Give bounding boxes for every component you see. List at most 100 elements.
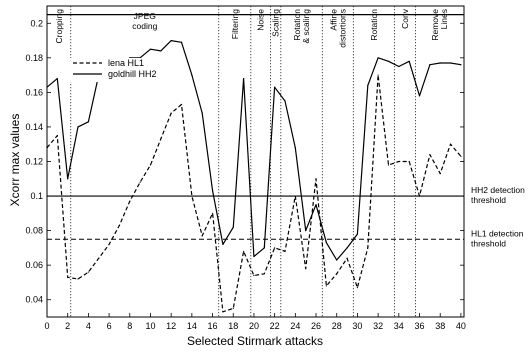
data-point [429,64,431,66]
data-point [67,178,69,180]
data-point [305,268,307,270]
series-line [46,74,462,313]
data-point [67,276,69,278]
region-label: Noise [256,9,266,31]
data-point [191,195,193,197]
data-point [356,233,359,235]
data-point [439,172,441,175]
region-label: & scaling [301,9,311,44]
x-tick-label: 8 [127,321,132,331]
region-label: Conv [400,8,410,29]
y-tick-label: 0.16 [25,87,43,97]
data-point [253,255,255,258]
data-point [356,287,359,289]
data-point [294,147,296,149]
x-tick-label: 34 [394,321,404,331]
data-point [408,60,410,62]
data-point [346,257,348,259]
x-tick-label: 20 [249,321,259,331]
data-point [367,84,369,87]
x-tick-label: 6 [107,321,112,331]
data-point [387,60,390,62]
data-point [201,112,203,114]
data-point [315,178,317,180]
region-label: Rotation [292,9,302,41]
data-point [336,273,338,275]
data-point [377,74,379,76]
data-point [201,235,203,237]
data-point [222,311,224,313]
data-point [129,200,131,202]
data-point [336,259,338,261]
region-label: Filtering [230,9,240,40]
data-point [294,195,296,197]
x-tick-label: 22 [270,321,280,331]
data-point [253,274,255,277]
data-point [160,50,162,52]
data-point [191,74,193,76]
region-label: coding [132,21,157,31]
data-point [398,160,400,163]
data-point [77,278,79,280]
data-point [139,181,141,183]
data-point [160,138,162,140]
data-point [460,64,462,66]
data-point [429,153,431,156]
x-tick-label: 0 [44,321,49,331]
data-point [263,273,265,275]
x-tick-label: 40 [456,321,466,331]
y-axis-title: Xcorr max values [8,114,22,207]
data-point [315,204,317,206]
y-tick-label: 0.04 [25,295,43,305]
x-tick-label: 32 [373,321,383,331]
y-tick-label: 0.14 [25,122,43,132]
data-point [387,164,390,166]
data-point [56,77,58,80]
threshold-label: HH2 detection [471,185,525,195]
threshold-label: HL1 detection [471,228,524,238]
x-tick-label: 4 [86,321,91,331]
data-point [284,250,286,252]
legend-label: goldhill HH2 [108,69,157,79]
data-point [46,147,48,149]
data-point [408,160,410,163]
region-label: distortions [337,9,347,48]
data-point [77,126,79,128]
data-point [98,257,100,259]
data-point [325,285,327,287]
data-point [170,112,172,114]
data-point [263,247,265,249]
region-label: Cropping [54,9,64,44]
data-point [149,48,152,50]
x-tick-label: 18 [228,321,238,331]
data-point [449,143,452,145]
data-point [211,212,214,214]
x-tick-label: 24 [290,321,300,331]
x-tick-label: 12 [166,321,176,331]
y-tick-label: 0.18 [25,53,43,63]
x-tick-label: 30 [352,321,362,331]
data-point [418,195,421,197]
y-tick-label: 0.2 [30,18,43,28]
x-axis-title: Selected Stirmark attacks [187,334,323,348]
threshold-label: threshold [471,195,506,205]
y-tick-label: 0.1 [30,191,43,201]
legend-label: lena HL1 [108,58,144,68]
data-point [87,121,89,123]
threshold-label: threshold [471,238,506,248]
data-point [460,155,462,157]
x-tick-label: 36 [414,321,424,331]
data-point [284,100,286,102]
region-label: JPEG [134,11,156,21]
region-label: Affine [328,9,338,31]
data-point [180,103,183,106]
plot-frame [46,5,465,318]
axes: 0 2 4 6 8 10 12 14 16 18 20 22 24 26 28 30 32 34 36 38 400.0… [25,18,465,331]
data-point [243,250,245,252]
data-point [87,271,89,273]
data-point [377,57,379,59]
data-point [232,226,234,228]
data-point [439,62,441,64]
